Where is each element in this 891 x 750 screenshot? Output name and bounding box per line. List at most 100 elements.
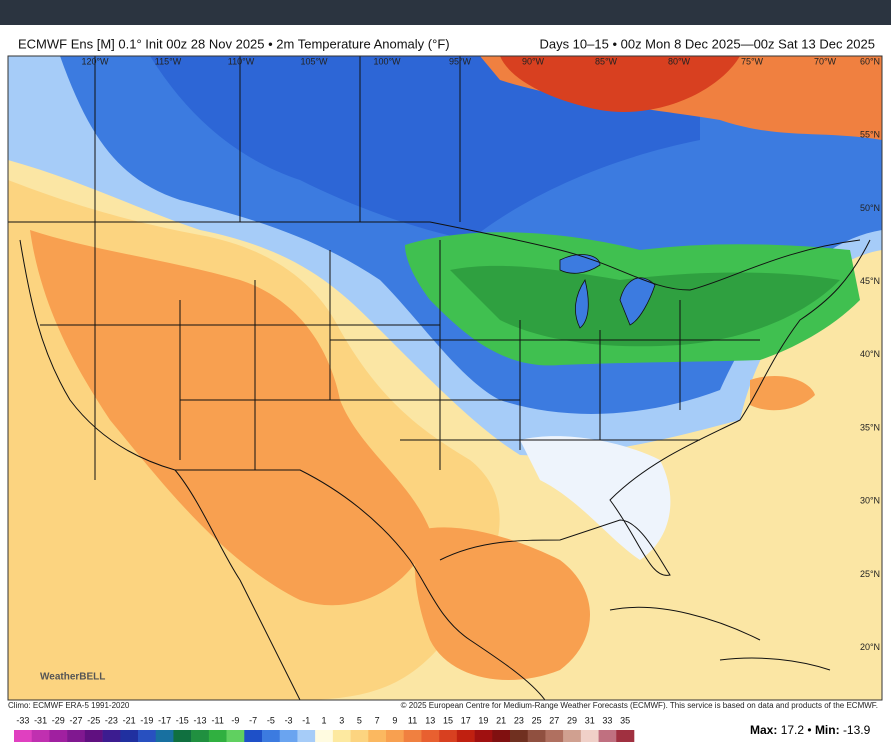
colorbar-swatch — [191, 730, 210, 742]
longitude-label: 110°W — [228, 56, 255, 66]
colorbar-swatch — [208, 730, 227, 742]
colorbar-label: -1 — [302, 715, 310, 725]
colorbar-label: 23 — [514, 715, 524, 725]
latitude-label: 25°N — [860, 569, 880, 579]
colorbar-swatch — [31, 730, 50, 742]
colorbar-swatch — [439, 730, 458, 742]
max-value: 17.2 — [781, 723, 805, 737]
longitude-label: 90°W — [522, 56, 545, 66]
colorbar-label: 3 — [339, 715, 344, 725]
warmer-west — [30, 230, 430, 606]
climo-note: Climo: ECMWF ERA-5 1991-2020 — [8, 701, 130, 710]
colorbar-swatch — [474, 730, 493, 742]
colorbar-label: 31 — [585, 715, 595, 725]
colorbar-swatch — [386, 730, 405, 742]
colorbar-label: -31 — [34, 715, 47, 725]
hot-north — [500, 56, 740, 112]
colorbar-label: 7 — [375, 715, 380, 725]
colorbar-swatch — [332, 730, 351, 742]
colorbar-swatch — [616, 730, 635, 742]
colorbar-label: 11 — [408, 715, 417, 725]
colorbar-swatch — [155, 730, 174, 742]
borders — [8, 56, 871, 700]
min-value: -13.9 — [843, 723, 871, 737]
colorbar-label: -23 — [105, 715, 118, 725]
gulf-warm — [414, 527, 590, 680]
latitude-label: 50°N — [860, 203, 880, 213]
longitude-label: 75°W — [741, 56, 764, 66]
colorbar-label: -11 — [212, 715, 224, 725]
longitude-label: 120°W — [81, 56, 109, 66]
max-label: Max: — [750, 723, 777, 737]
colorbar-swatch — [102, 730, 121, 742]
colorbar-label: -17 — [158, 715, 171, 725]
colorbar-swatch — [563, 730, 582, 742]
colorbar-label: -7 — [249, 715, 257, 725]
colorbar-label: 13 — [425, 715, 435, 725]
colorbar-swatch — [368, 730, 387, 742]
longitude-label: 85°W — [595, 56, 618, 66]
colorbar-swatch — [297, 730, 316, 742]
colorbar-swatch — [403, 730, 422, 742]
colorbar-label: -27 — [69, 715, 82, 725]
colorbar-label: -13 — [193, 715, 206, 725]
colorbar-swatch — [279, 730, 298, 742]
colorbar-swatch — [421, 730, 440, 742]
colorbar-swatch — [67, 730, 86, 742]
colorbar-label: -19 — [140, 715, 153, 725]
longitude-label: 80°W — [668, 56, 691, 66]
stats: Max: 17.2 • Min: -13.9 — [750, 723, 871, 737]
colorbar-swatch — [14, 730, 33, 742]
latitude-label: 45°N — [860, 276, 880, 286]
title-right: Days 10–15 • 00z Mon 8 Dec 2025—00z Sat … — [539, 36, 875, 51]
colorbar-label: -21 — [123, 715, 136, 725]
colorbar-label: -5 — [267, 715, 275, 725]
map: WeatherBELL — [8, 56, 882, 700]
colorbar-label: -9 — [231, 715, 239, 725]
colorbar-label: 1 — [321, 715, 326, 725]
colorbar-swatch — [350, 730, 369, 742]
longitude-label: 95°W — [449, 56, 472, 66]
colorbar-label: 15 — [443, 715, 453, 725]
colorbar-label: 17 — [461, 715, 471, 725]
colorbar-swatch — [120, 730, 139, 742]
longitude-label: 115°W — [155, 56, 182, 66]
latitude-label: 40°N — [860, 349, 880, 359]
colorbar-label: 35 — [620, 715, 630, 725]
latitude-label: 35°N — [860, 422, 880, 432]
title-left: ECMWF Ens [M] 0.1° Init 00z 28 Nov 2025 … — [18, 36, 450, 51]
latitude-label: 30°N — [860, 496, 880, 506]
colorbar-label: -29 — [52, 715, 65, 725]
top-bar — [0, 0, 891, 25]
longitude-label: 105°W — [300, 56, 328, 66]
colorbar-swatch — [84, 730, 103, 742]
colorbar-label: 29 — [567, 715, 577, 725]
colder-region — [150, 56, 700, 240]
atlantic-warm — [750, 375, 815, 411]
colorbar-swatch — [492, 730, 511, 742]
colorbar-swatch — [173, 730, 192, 742]
colorbar-label: 9 — [392, 715, 397, 725]
colorbar-swatch — [545, 730, 564, 742]
colorbar-swatch — [580, 730, 599, 742]
longitude-label: 100°W — [373, 56, 401, 66]
colorbar-swatch — [598, 730, 617, 742]
colorbar-label: 19 — [478, 715, 488, 725]
latitude-label: 55°N — [860, 130, 880, 140]
colorbar-swatch — [527, 730, 546, 742]
colorbar-label: 33 — [602, 715, 612, 725]
southeast-neutral — [520, 436, 671, 560]
longitude-label: 70°W — [814, 56, 837, 66]
colorbar-label: -3 — [285, 715, 293, 725]
colorbar-label: 21 — [496, 715, 506, 725]
colorbar-swatch — [226, 730, 245, 742]
colorbar-label: 27 — [549, 715, 559, 725]
latitude-label: 20°N — [860, 642, 880, 652]
colorbar-swatch — [138, 730, 157, 742]
colorbar-swatch — [456, 730, 475, 742]
colorbar-swatch — [315, 730, 334, 742]
latitude-label: 60°N — [860, 56, 880, 66]
colorbar-label: 5 — [357, 715, 362, 725]
colorbar-label: -25 — [87, 715, 100, 725]
